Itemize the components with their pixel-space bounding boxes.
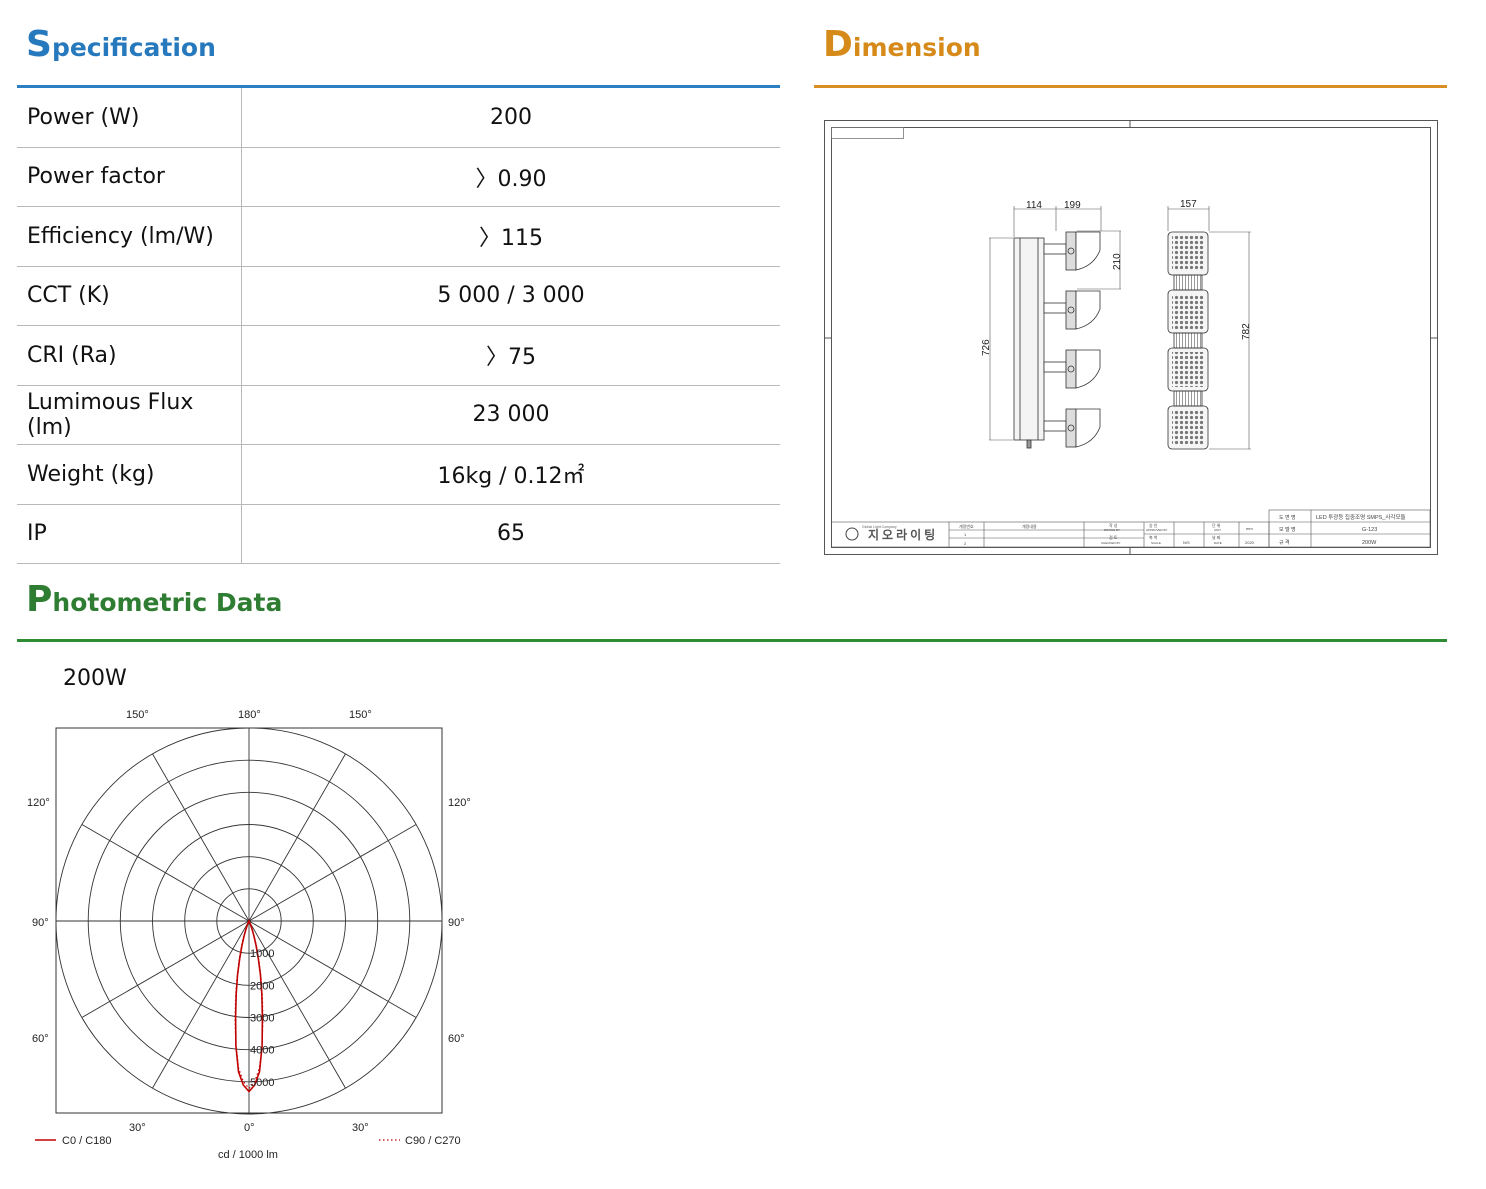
tb-spec: 200W xyxy=(1362,540,1377,546)
tb-spec-label: 규 격 xyxy=(1279,539,1290,546)
spec-value: 〉115 xyxy=(241,206,780,267)
tb-unit-value: mm xyxy=(1246,526,1253,531)
angle-label-top-right: 150° xyxy=(349,709,372,721)
spec-value: 65 xyxy=(241,504,780,564)
dim-782: 782 xyxy=(1241,323,1252,340)
chart-model-label: 200W xyxy=(63,666,127,691)
tb-date-value: 2020 xyxy=(1245,540,1255,545)
table-row: Power factor 〉0.90 xyxy=(17,147,780,207)
angle-label-right-60: 60° xyxy=(448,1033,465,1045)
spec-value: 23 000 xyxy=(241,385,780,445)
angle-label-right-90: 90° xyxy=(448,917,465,929)
radial-tick-label: 4000 xyxy=(250,1045,274,1057)
tb-unit-en: UNIT xyxy=(1214,528,1221,532)
dim-210: 210 xyxy=(1112,253,1123,270)
radial-tick-label: 2000 xyxy=(250,980,274,992)
tb-approved: 승 인 xyxy=(1149,522,1158,528)
radial-tick-labels: 1000 2000 3000 4000 5000 xyxy=(250,948,274,1089)
angle-label-right-120: 120° xyxy=(448,797,471,809)
table-row: Lumimous Flux (lm) 23 000 xyxy=(17,385,780,445)
tb-scale-en: SCALE xyxy=(1151,541,1161,545)
polar-series xyxy=(234,919,264,1093)
spec-label: Lumimous Flux (lm) xyxy=(17,385,242,445)
angle-label-bottom-right: 30° xyxy=(352,1122,369,1134)
dimension-drawing: 114 199 210 726 157 xyxy=(824,120,1438,555)
spec-label: Efficiency (lm/W) xyxy=(17,206,242,267)
tb-drawing-name: LED 투광등 집중조명 SMPS_사각모듈 xyxy=(1316,513,1406,521)
tb-approved-en: APPROVED BY xyxy=(1146,528,1168,532)
specification-title: Specification xyxy=(26,24,216,65)
tb-checked: 검 토 xyxy=(1109,534,1118,540)
front-view xyxy=(1167,231,1209,450)
tb-drawn: 작 성 xyxy=(1109,522,1118,528)
logo: 지오라이팅 Global Light Company xyxy=(845,525,938,542)
table-row: IP 65 xyxy=(17,504,780,564)
radial-tick-label: 1000 xyxy=(250,948,274,960)
company-logo-text: 지오라이팅 xyxy=(868,527,938,542)
tb-model: G-123 xyxy=(1362,527,1377,533)
legend-label-c0: C0 / C180 xyxy=(62,1135,112,1147)
tb-scale-value: N/S xyxy=(1183,540,1190,545)
specification-table: Power (W) 200 Power factor 〉0.90 Efficienc… xyxy=(17,88,780,564)
series-line-c90-c270 xyxy=(234,919,264,1090)
table-row: Weight (kg) 16kg / 0.12㎡ xyxy=(17,444,780,505)
photometric-divider xyxy=(17,639,1447,642)
spec-label: CCT (K) xyxy=(17,266,242,326)
spec-value: 200 xyxy=(241,88,780,148)
dimension-title: Dimension xyxy=(823,24,981,65)
spec-value: 5 000 / 3 000 xyxy=(241,266,780,326)
company-name: Global Light Company xyxy=(862,525,897,529)
tb-model-label: 모 델 명 xyxy=(1279,526,1296,533)
radial-tick-label: 5000 xyxy=(250,1077,274,1089)
tb-drawing-name-label: 도 면 명 xyxy=(1279,514,1296,521)
side-view xyxy=(1013,231,1101,449)
spec-label: CRI (Ra) xyxy=(17,325,242,386)
legend-label-c90: C90 / C270 xyxy=(405,1135,461,1147)
tb-date-en: DATE xyxy=(1214,541,1222,545)
angle-label-bottom-left: 30° xyxy=(129,1122,146,1134)
spec-label: Power factor xyxy=(17,147,242,207)
angle-label-bottom-center: 0° xyxy=(244,1122,255,1134)
dim-199: 199 xyxy=(1064,200,1081,211)
series-line-c0-c180 xyxy=(234,919,264,1093)
spec-label: Power (W) xyxy=(17,88,242,148)
angle-label-top-center: 180° xyxy=(238,709,261,721)
dimension-divider xyxy=(814,85,1447,88)
dim-726: 726 xyxy=(981,339,992,356)
radial-tick-label: 3000 xyxy=(250,1013,274,1025)
specification-divider xyxy=(17,85,780,88)
angle-label-top-left: 150° xyxy=(126,709,149,721)
spec-value: 〉0.90 xyxy=(241,147,780,207)
tb-drawn-en: DRAWN BY xyxy=(1104,528,1120,532)
photometric-chart: 1000 2000 3000 4000 5000 150° 180° 150° 120°… xyxy=(27,709,471,1161)
angle-label-left-120: 120° xyxy=(27,797,50,809)
radial-unit-label: cd / 1000 lm xyxy=(218,1149,278,1161)
dim-157: 157 xyxy=(1180,199,1197,210)
table-row: CCT (K) 5 000 / 3 000 xyxy=(17,266,780,326)
title-block xyxy=(831,509,1431,548)
table-row: Power (W) 200 xyxy=(17,88,780,148)
spec-label: IP xyxy=(17,504,242,564)
tb-rev-content: 개정내용 xyxy=(1022,523,1037,529)
angle-label-left-60: 60° xyxy=(32,1033,49,1045)
photometric-title: Photometric Data xyxy=(26,579,283,620)
spec-value: 〉75 xyxy=(241,325,780,386)
table-row: CRI (Ra) 〉75 xyxy=(17,325,780,386)
tb-unit: 단 위 xyxy=(1212,522,1221,528)
dim-114: 114 xyxy=(1026,200,1042,211)
tb-rev1: 1 xyxy=(964,532,967,537)
tb-rev2: 2 xyxy=(964,541,967,546)
table-row: Efficiency (lm/W) 〉115 xyxy=(17,206,780,267)
angle-label-left-90: 90° xyxy=(32,917,49,929)
tb-rev-no: 개정번호 xyxy=(959,523,974,529)
tb-checked-en: CHECKED BY xyxy=(1101,541,1121,545)
tb-scale: 축 척 xyxy=(1149,534,1158,540)
tb-date: 날 짜 xyxy=(1212,534,1221,540)
spec-value: 16kg / 0.12㎡ xyxy=(241,444,780,505)
spec-label: Weight (kg) xyxy=(17,444,242,505)
